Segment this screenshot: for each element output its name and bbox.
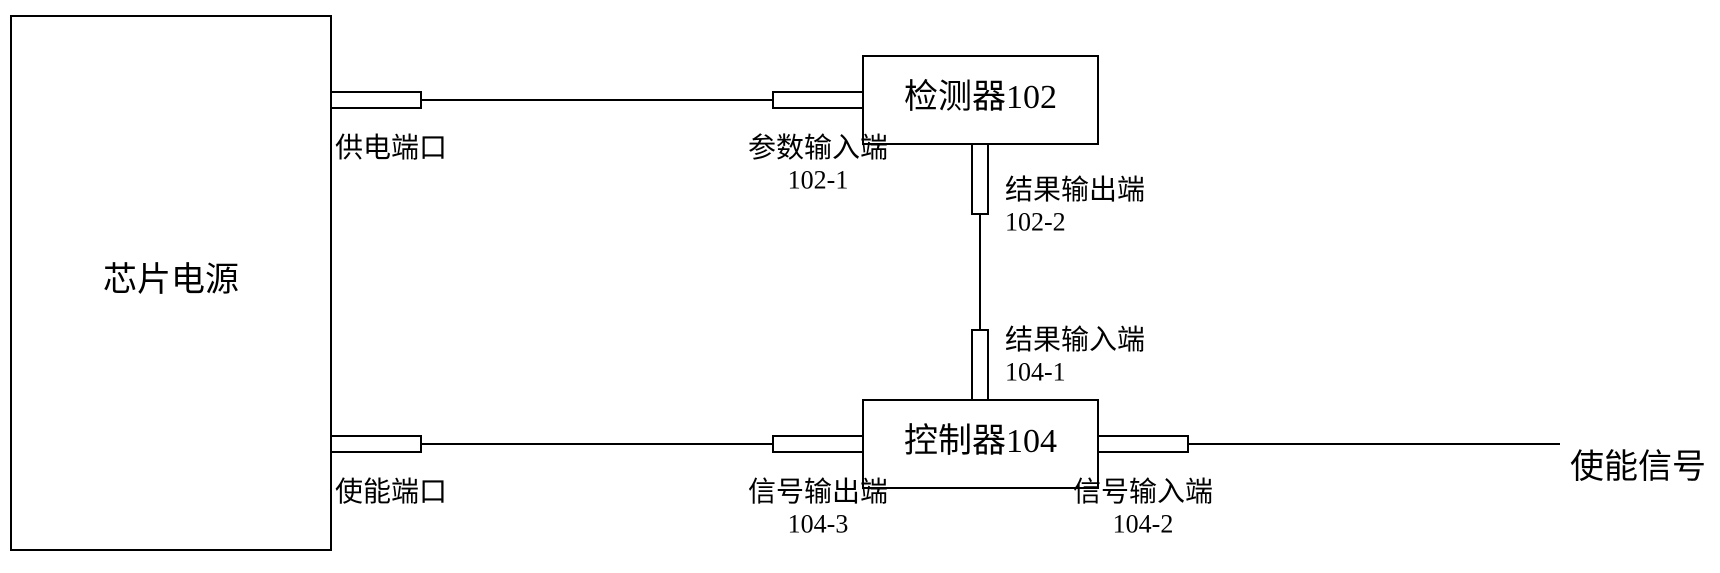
label-result_output: 结果输出端 <box>1005 174 1145 206</box>
label-enable_port: 使能端口 <box>335 476 447 508</box>
label-result_input: 结果输入端 <box>1005 324 1145 356</box>
port-param_input_port <box>773 92 863 108</box>
label-signal_output_id: 104-3 <box>788 509 849 538</box>
label-signal_input: 信号输入端 <box>1073 476 1213 508</box>
power-label: 芯片电源 <box>103 261 239 299</box>
label-signal_output: 信号输出端 <box>748 476 888 508</box>
label-enable_signal: 使能信号 <box>1570 448 1706 486</box>
controller-label: 控制器104 <box>904 422 1057 460</box>
port-power_supply_port <box>331 92 421 108</box>
label-signal_input_id: 104-2 <box>1113 509 1174 538</box>
label-param_input: 参数输入端 <box>748 132 888 164</box>
port-signal_output_port <box>773 436 863 452</box>
port-signal_input_port <box>1098 436 1188 452</box>
label-power_supply_port: 供电端口 <box>335 132 447 164</box>
label-param_input_id: 102-1 <box>788 165 849 194</box>
port-enable_port <box>331 436 421 452</box>
label-result_input_id: 104-1 <box>1005 357 1066 386</box>
port-result_input_port <box>972 330 988 400</box>
detector-label: 检测器102 <box>904 78 1057 116</box>
label-result_output_id: 102-2 <box>1005 207 1066 236</box>
port-result_output_port <box>972 144 988 214</box>
